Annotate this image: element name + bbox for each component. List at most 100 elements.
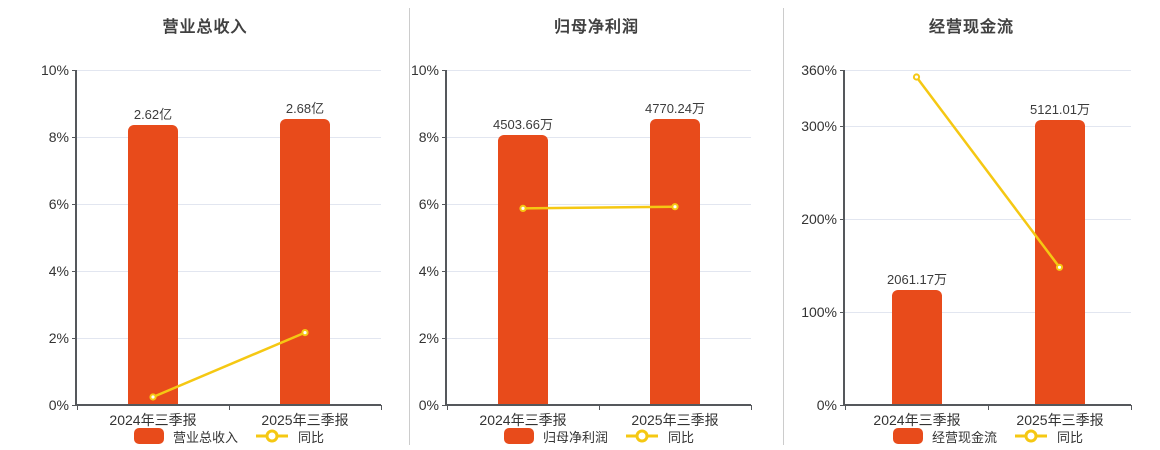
- y-axis-tick: [442, 271, 447, 272]
- y-axis-label: 0%: [418, 397, 439, 413]
- y-axis-tick: [442, 137, 447, 138]
- legend-net-profit: 归母净利润 同比: [447, 427, 751, 445]
- y-axis-tick: [72, 405, 77, 406]
- yoy-point-marker[interactable]: [519, 204, 527, 212]
- legend-line-marker-icon[interactable]: [1014, 428, 1048, 444]
- x-axis-tick: [1131, 405, 1132, 410]
- legend-bar-label[interactable]: 经营现金流: [931, 429, 997, 445]
- y-axis-tick: [72, 204, 77, 205]
- x-axis-line: [75, 404, 381, 406]
- y-axis-label: 360%: [801, 62, 837, 78]
- chart-title-net-profit: 归母净利润: [553, 19, 639, 36]
- legend-operating-revenue: 营业总收入 同比: [77, 427, 381, 445]
- y-axis-tick: [72, 338, 77, 339]
- legend-bar-swatch[interactable]: [133, 428, 164, 444]
- y-axis-label: 10%: [410, 62, 439, 78]
- grid-line: [77, 70, 381, 71]
- x-axis-tick: [599, 405, 600, 410]
- grid-line: [77, 271, 381, 272]
- yoy-line: [912, 73, 1064, 271]
- y-axis-label: 8%: [418, 129, 439, 145]
- bar-value-label: 5121.01万: [1030, 102, 1090, 117]
- grid-line: [845, 70, 1131, 71]
- legend-operating-cash-flow: 经营现金流 同比: [845, 427, 1131, 445]
- y-axis-label: 100%: [801, 304, 837, 320]
- grid-line: [845, 219, 1131, 220]
- y-axis-tick: [72, 271, 77, 272]
- x-axis-tick: [77, 405, 78, 410]
- panel-separator: [783, 8, 784, 445]
- grid-line: [845, 126, 1131, 127]
- y-axis-line: [75, 70, 77, 405]
- y-axis-label: 4%: [48, 263, 69, 279]
- y-axis-label: 4%: [418, 263, 439, 279]
- y-axis-tick: [72, 70, 77, 71]
- bar-2024年三季报[interactable]: [498, 135, 548, 404]
- x-axis-line: [843, 404, 1131, 406]
- x-axis-tick: [447, 405, 448, 410]
- legend-line-label[interactable]: 同比: [298, 429, 325, 445]
- y-axis-tick: [72, 137, 77, 138]
- grid-line: [447, 70, 751, 71]
- grid-line: [77, 137, 381, 138]
- yoy-line: [149, 329, 309, 401]
- x-axis-tick: [229, 405, 230, 410]
- x-axis-label: 2024年三季报: [873, 412, 961, 428]
- bar-2025年三季报[interactable]: [650, 119, 700, 404]
- y-axis-label: 0%: [48, 397, 69, 413]
- bar-2024年三季报[interactable]: [892, 290, 942, 404]
- legend-bar-swatch[interactable]: [892, 428, 923, 444]
- bar-value-label: 2.68亿: [285, 101, 325, 116]
- yoy-point-marker[interactable]: [301, 329, 309, 337]
- legend-bar-swatch[interactable]: [503, 428, 534, 444]
- chart-title-operating-revenue: 营业总收入: [162, 19, 248, 36]
- bar-2025年三季报[interactable]: [280, 119, 330, 404]
- y-axis-tick: [840, 70, 845, 71]
- yoy-point-marker[interactable]: [912, 73, 921, 81]
- y-axis-tick: [442, 405, 447, 406]
- y-axis-line: [843, 70, 845, 405]
- legend-line-label[interactable]: 同比: [1057, 429, 1084, 445]
- grid-line: [845, 312, 1131, 313]
- y-axis-tick: [840, 312, 845, 313]
- x-axis-label: 2025年三季报: [1016, 412, 1104, 428]
- legend-line-marker-icon[interactable]: [255, 428, 289, 444]
- grid-line: [77, 338, 381, 339]
- y-axis-tick: [442, 204, 447, 205]
- x-axis-tick: [751, 405, 752, 410]
- x-axis-label: 2025年三季报: [631, 412, 719, 428]
- y-axis-label: 8%: [48, 129, 69, 145]
- x-axis-tick: [988, 405, 989, 410]
- grid-line: [447, 338, 751, 339]
- bar-value-label: 4503.66万: [493, 117, 553, 132]
- yoy-point-marker[interactable]: [149, 393, 157, 401]
- legend-bar-label[interactable]: 营业总收入: [172, 429, 238, 445]
- x-axis-label: 2024年三季报: [109, 412, 197, 428]
- panel-separator: [409, 8, 410, 445]
- yoy-line: [519, 203, 679, 212]
- bar-2024年三季报[interactable]: [128, 125, 178, 404]
- y-axis-tick: [840, 126, 845, 127]
- legend-line-label[interactable]: 同比: [668, 429, 695, 445]
- bar-value-label: 2.62亿: [133, 107, 173, 122]
- y-axis-label: 10%: [40, 62, 69, 78]
- bar-value-label: 4770.24万: [645, 101, 705, 116]
- grid-line: [447, 137, 751, 138]
- y-axis-label: 0%: [816, 397, 837, 413]
- y-axis-tick: [442, 70, 447, 71]
- y-axis-label: 2%: [418, 330, 439, 346]
- x-axis-line: [445, 404, 751, 406]
- bar-2025年三季报[interactable]: [1035, 120, 1085, 404]
- grid-line: [447, 271, 751, 272]
- bar-value-label: 2061.17万: [887, 272, 947, 287]
- y-axis-label: 6%: [418, 196, 439, 212]
- y-axis-label: 6%: [48, 196, 69, 212]
- yoy-point-marker[interactable]: [671, 203, 679, 211]
- y-axis-label: 300%: [801, 118, 837, 134]
- legend-bar-label[interactable]: 归母净利润: [542, 429, 608, 445]
- yoy-point-marker[interactable]: [1055, 263, 1064, 271]
- y-axis-tick: [840, 219, 845, 220]
- y-axis-tick: [442, 338, 447, 339]
- legend-line-marker-icon[interactable]: [625, 428, 659, 444]
